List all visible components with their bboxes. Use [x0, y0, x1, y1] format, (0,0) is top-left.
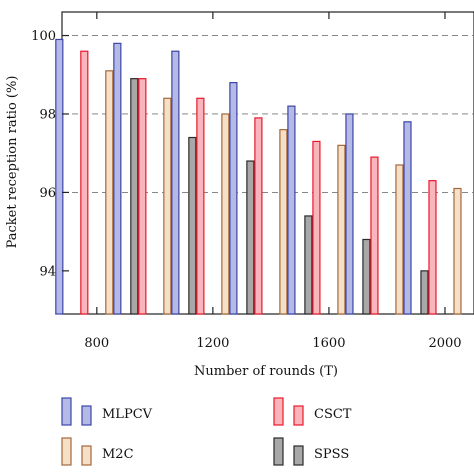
x-tick-label: 800 [84, 336, 109, 351]
legend-swatch-spss [273, 437, 284, 466]
legend-label-mlpcv: MLPCV [102, 407, 153, 422]
bar-spss-1400 [304, 215, 313, 315]
legend-swatch-mlpcv [61, 397, 72, 426]
bar-m2c-800 [105, 70, 114, 315]
y-tick-label: 94 [39, 264, 56, 279]
legend-label-csct: CSCT [314, 407, 352, 422]
gridlines [62, 35, 474, 193]
axes: 94 96 98 100 800 1200 1600 2000 [31, 12, 462, 351]
y-tick-label: 96 [39, 186, 56, 201]
plot-area: 94 96 98 100 800 1200 1600 2000 [31, 11, 474, 351]
bar-csct-1200 [196, 97, 205, 315]
legend-label-spss: SPSS [314, 447, 349, 462]
bar-spss-800 [130, 78, 139, 315]
bar-csct-1600 [312, 140, 321, 315]
bar-mlpcv-1000 [113, 42, 122, 315]
bar-csct-1000 [138, 78, 147, 315]
legend-swatch-small-mlpcv [81, 405, 92, 426]
bar-spss-1600 [362, 238, 371, 315]
bar-m2c-1600 [337, 144, 346, 315]
x-tick-label: 1200 [196, 336, 229, 351]
bar-m2c-2000 [453, 187, 462, 315]
plot-frame [61, 11, 474, 315]
bar-m2c-1000 [163, 97, 172, 315]
bars [55, 38, 462, 315]
bar-m2c-1200 [221, 113, 230, 315]
bar-csct-800 [80, 50, 89, 315]
bar-mlpcv-1600 [287, 105, 296, 315]
bar-csct-1800 [370, 156, 379, 315]
bar-csct-2000 [428, 180, 437, 315]
x-tick-label: 2000 [428, 336, 461, 351]
bar-spss-1800 [420, 270, 429, 315]
bar-spss-1200 [246, 160, 255, 315]
bar-m2c-1400 [279, 129, 288, 315]
bar-csct-1400 [254, 117, 263, 315]
legend-label-m2c: M2C [102, 447, 134, 462]
y-axis-title: Packet reception ratio (%) [5, 76, 20, 249]
bar-spss-1000 [188, 136, 197, 315]
bar-mlpcv-800 [55, 38, 64, 315]
legend-swatch-small-spss [293, 445, 304, 466]
legend-swatch-small-csct [293, 405, 304, 426]
legend-swatch-m2c [61, 437, 72, 466]
legend-swatch-csct [273, 397, 284, 426]
y-tick-label: 98 [39, 107, 56, 122]
legend-swatch-small-m2c [81, 445, 92, 466]
x-axis-title: Number of rounds (T) [194, 364, 338, 379]
bar-mlpcv-2000 [403, 121, 412, 315]
bar-mlpcv-1800 [345, 113, 354, 315]
bar-mlpcv-1400 [229, 81, 238, 315]
y-tick-label: 100 [31, 29, 56, 44]
bar-m2c-1800 [395, 164, 404, 315]
legend: MLPCV CSCT M2C SPSS [61, 397, 352, 466]
bar-mlpcv-1200 [171, 50, 180, 315]
x-tick-label: 1600 [312, 336, 345, 351]
